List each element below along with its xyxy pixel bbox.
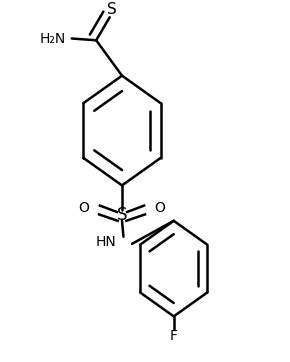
Text: S: S xyxy=(107,2,117,17)
Text: H₂N: H₂N xyxy=(40,31,66,46)
Text: O: O xyxy=(79,201,90,215)
Text: S: S xyxy=(117,206,127,224)
Text: O: O xyxy=(155,201,165,215)
Text: F: F xyxy=(170,329,178,343)
Text: HN: HN xyxy=(95,235,116,249)
